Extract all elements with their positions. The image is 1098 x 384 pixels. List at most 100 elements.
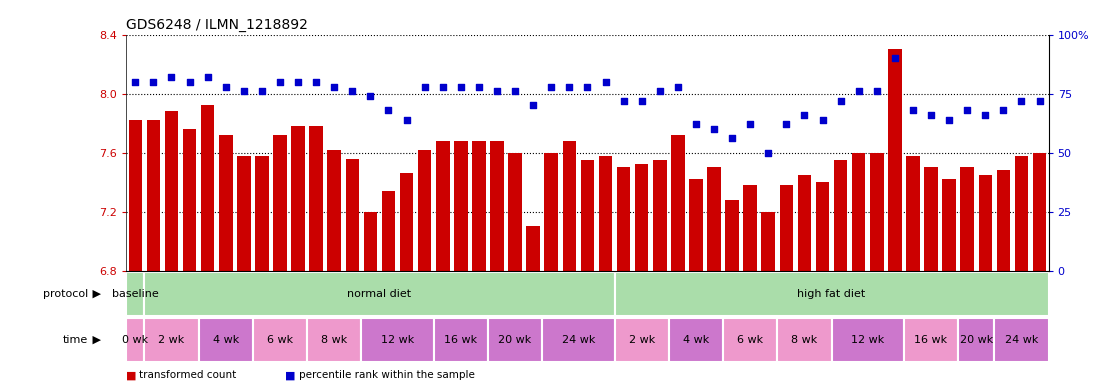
Point	[126, 79, 144, 85]
Bar	[690, 179, 703, 271]
Point	[741, 121, 759, 127]
Bar	[363, 212, 378, 271]
Point	[1012, 98, 1030, 104]
Text: 8 wk: 8 wk	[792, 335, 818, 345]
Bar	[488, 318, 542, 362]
Bar	[653, 160, 666, 271]
Point	[922, 112, 940, 118]
Text: ■: ■	[126, 370, 137, 380]
Point	[596, 79, 614, 85]
Point	[904, 107, 921, 113]
Point	[380, 107, 397, 113]
Point	[506, 88, 524, 94]
Text: 24 wk: 24 wk	[1005, 335, 1038, 345]
Point	[307, 79, 325, 85]
Point	[344, 88, 361, 94]
Point	[976, 112, 994, 118]
Text: normal diet: normal diet	[347, 289, 412, 299]
Bar	[1033, 153, 1046, 271]
Bar	[615, 271, 1049, 316]
Bar	[707, 167, 720, 271]
Point	[669, 83, 686, 89]
Point	[796, 112, 814, 118]
Point	[361, 93, 379, 99]
Text: GDS6248 / ILMN_1218892: GDS6248 / ILMN_1218892	[126, 18, 309, 32]
Point	[397, 116, 415, 122]
Text: 16 wk: 16 wk	[445, 335, 478, 345]
Bar	[472, 141, 485, 271]
Bar	[562, 141, 576, 271]
Text: protocol: protocol	[43, 289, 88, 299]
Text: baseline: baseline	[112, 289, 159, 299]
Bar	[635, 164, 649, 271]
Bar	[182, 129, 197, 271]
Point	[1031, 98, 1049, 104]
Point	[869, 88, 886, 94]
Text: 20 wk: 20 wk	[960, 335, 993, 345]
Point	[777, 121, 795, 127]
Text: ▶: ▶	[89, 289, 101, 299]
Bar	[253, 318, 307, 362]
Bar	[995, 318, 1049, 362]
Bar	[508, 153, 522, 271]
Point	[542, 83, 560, 89]
Point	[814, 116, 831, 122]
Point	[489, 88, 506, 94]
Point	[452, 83, 470, 89]
Point	[325, 83, 343, 89]
Bar	[455, 141, 468, 271]
Point	[651, 88, 669, 94]
Point	[940, 116, 957, 122]
Point	[145, 79, 163, 85]
Bar	[598, 156, 613, 271]
Text: high fat diet: high fat diet	[797, 289, 865, 299]
Bar	[978, 175, 993, 271]
Point	[561, 83, 579, 89]
Bar	[542, 318, 615, 362]
Bar	[762, 212, 775, 271]
Bar	[400, 173, 413, 271]
Bar	[382, 191, 395, 271]
Point	[632, 98, 650, 104]
Point	[687, 121, 705, 127]
Text: 24 wk: 24 wk	[562, 335, 595, 345]
Bar	[726, 200, 739, 271]
Bar	[126, 318, 144, 362]
Bar	[307, 318, 361, 362]
Text: 0 wk: 0 wk	[122, 335, 148, 345]
Text: 20 wk: 20 wk	[498, 335, 531, 345]
Point	[271, 79, 289, 85]
Point	[199, 74, 216, 80]
Bar	[961, 167, 974, 271]
Bar	[615, 318, 669, 362]
Text: 6 wk: 6 wk	[737, 335, 763, 345]
Bar	[797, 175, 811, 271]
Point	[525, 103, 542, 109]
Bar	[144, 318, 199, 362]
Point	[959, 107, 976, 113]
Bar	[617, 167, 630, 271]
Bar	[1015, 156, 1028, 271]
Bar	[870, 153, 884, 271]
Text: 16 wk: 16 wk	[915, 335, 948, 345]
Point	[434, 83, 451, 89]
Bar	[128, 120, 142, 271]
Bar	[671, 135, 685, 271]
Bar	[418, 150, 432, 271]
Bar	[199, 318, 253, 362]
Point	[995, 107, 1012, 113]
Text: transformed count: transformed count	[139, 370, 237, 380]
Point	[579, 83, 596, 89]
Bar	[165, 111, 178, 271]
Bar	[526, 227, 540, 271]
Bar	[780, 185, 793, 271]
Bar	[237, 156, 250, 271]
Bar	[310, 126, 323, 271]
Bar	[831, 318, 904, 362]
Point	[760, 150, 777, 156]
Text: ■: ■	[285, 370, 296, 380]
Text: ▶: ▶	[89, 335, 101, 345]
Text: 8 wk: 8 wk	[321, 335, 347, 345]
Bar	[273, 135, 287, 271]
Text: time: time	[63, 335, 88, 345]
